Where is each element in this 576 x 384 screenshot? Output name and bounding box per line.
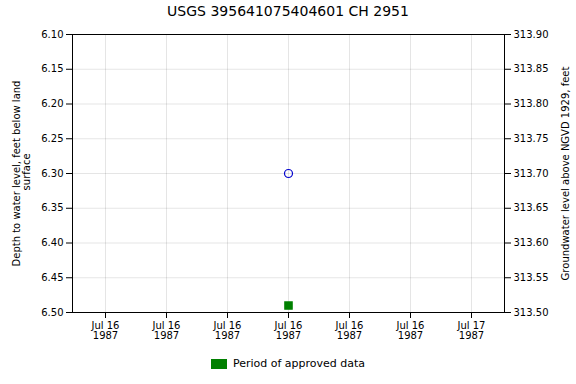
svg-text:6.25: 6.25 [41, 133, 63, 144]
svg-text:313.50: 313.50 [514, 307, 549, 318]
svg-text:6.35: 6.35 [41, 202, 63, 213]
html-text:Period of approved data: Period of approved data [232, 356, 366, 370]
svg-text:6.30: 6.30 [41, 168, 63, 179]
svg-text:313.60: 313.60 [514, 237, 549, 248]
svg-text:313.70: 313.70 [514, 168, 549, 179]
svg-text:Jul 161987: Jul 161987 [274, 320, 303, 341]
svg-text:6.50: 6.50 [41, 307, 63, 318]
svg-text:313.90: 313.90 [514, 29, 549, 40]
html-text:USGS 395641075404601 CH 2951: USGS 395641075404601 CH 2951 [167, 3, 409, 19]
svg-text:Groundwater level above NGVD 1: Groundwater level above NGVD 1929, feet [560, 67, 571, 281]
svg-text:313.55: 313.55 [514, 272, 549, 283]
svg-text:6.15: 6.15 [41, 63, 63, 74]
svg-text:313.75: 313.75 [514, 133, 549, 144]
svg-text:6.10: 6.10 [41, 29, 63, 40]
svg-text:Jul 161987: Jul 161987 [213, 320, 242, 341]
svg-text:Jul 161987: Jul 161987 [152, 320, 181, 341]
svg-text:Depth to water level, feet bel: Depth to water level, feet below land su… [11, 81, 32, 267]
svg-text:6.45: 6.45 [41, 272, 63, 283]
svg-text:Jul 171987: Jul 171987 [457, 320, 486, 341]
svg-text:313.65: 313.65 [514, 202, 549, 213]
svg-text:6.40: 6.40 [41, 237, 63, 248]
svg-text:313.80: 313.80 [514, 98, 549, 109]
svg-text:Jul 161987: Jul 161987 [91, 320, 120, 341]
svg-text:313.85: 313.85 [514, 63, 549, 74]
svg-text:Jul 161987: Jul 161987 [335, 320, 364, 341]
svg-text:Jul 161987: Jul 161987 [396, 320, 425, 341]
svg-text:6.20: 6.20 [41, 98, 63, 109]
